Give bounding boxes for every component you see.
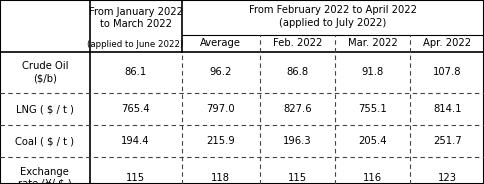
Text: 205.4: 205.4 [359,136,387,146]
Text: 107.8: 107.8 [433,67,461,77]
Text: 91.8: 91.8 [362,67,384,77]
Text: 194.4: 194.4 [121,136,150,146]
Text: (applied to June 2022): (applied to June 2022) [88,40,183,49]
Text: From February 2022 to April 2022
(applied to July 2022): From February 2022 to April 2022 (applie… [249,5,417,28]
Text: Average: Average [200,38,241,48]
Text: Apr. 2022: Apr. 2022 [423,38,471,48]
Text: 116: 116 [363,173,382,183]
Text: 765.4: 765.4 [121,104,150,114]
Text: 86.8: 86.8 [287,67,309,77]
Text: Exchange
rate (¥/ $ ): Exchange rate (¥/ $ ) [18,167,72,184]
Text: 251.7: 251.7 [433,136,462,146]
Text: 797.0: 797.0 [206,104,235,114]
Text: 827.6: 827.6 [283,104,312,114]
Text: 196.3: 196.3 [283,136,312,146]
Text: 118: 118 [211,173,230,183]
Text: 814.1: 814.1 [433,104,461,114]
Text: 86.1: 86.1 [124,67,147,77]
Text: 96.2: 96.2 [210,67,232,77]
Text: LNG ( $ / t ): LNG ( $ / t ) [16,104,74,114]
Text: 755.1: 755.1 [359,104,387,114]
Text: Feb. 2022: Feb. 2022 [273,38,322,48]
Text: Crude Oil
($/b): Crude Oil ($/b) [21,61,68,83]
Text: Mar. 2022: Mar. 2022 [348,38,398,48]
Text: From January 2022
to March 2022: From January 2022 to March 2022 [89,7,182,29]
Text: 215.9: 215.9 [206,136,235,146]
Text: 115: 115 [126,173,145,183]
Text: 115: 115 [288,173,307,183]
Text: 123: 123 [438,173,457,183]
Text: Coal ( $ / t ): Coal ( $ / t ) [15,136,74,146]
